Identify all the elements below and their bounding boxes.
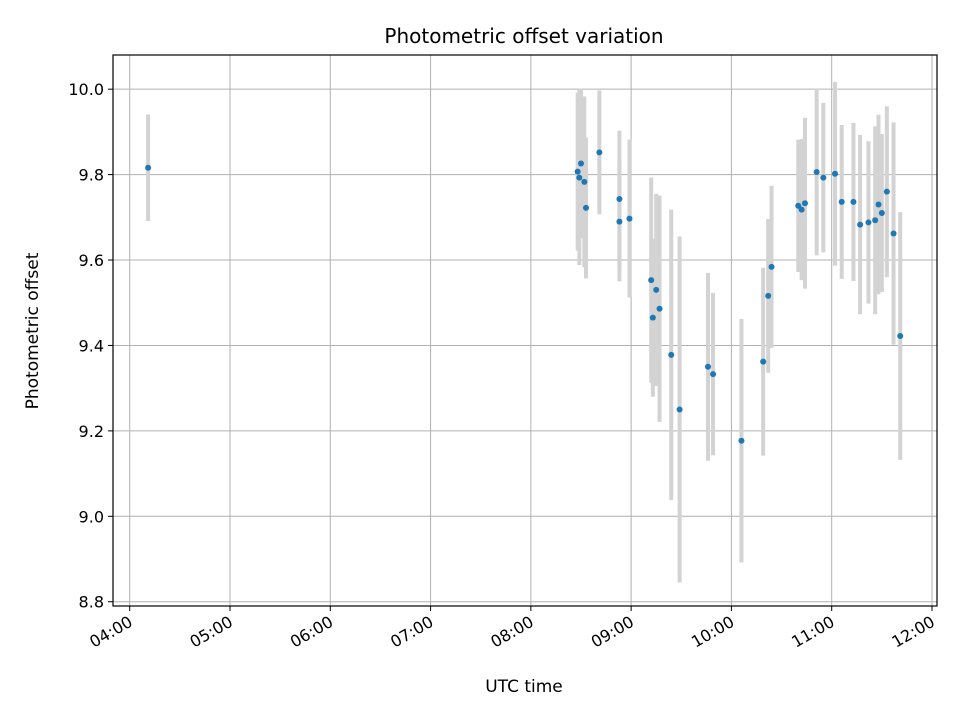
- data-point: [875, 201, 882, 208]
- x-axis-label: UTC time: [485, 677, 563, 697]
- data-point: [676, 406, 683, 413]
- data-point: [865, 219, 872, 226]
- data-point: [576, 174, 583, 181]
- data-point: [820, 174, 827, 181]
- data-point: [710, 371, 717, 378]
- data-point: [574, 168, 581, 175]
- data-point: [596, 149, 603, 156]
- data-point: [656, 305, 663, 312]
- data-point: [626, 215, 633, 222]
- data-point: [738, 437, 745, 444]
- data-point: [583, 204, 590, 211]
- data-point: [648, 277, 655, 284]
- y-tick-label: 8.8: [79, 593, 104, 612]
- data-point: [801, 200, 808, 207]
- data-point: [897, 333, 904, 340]
- data-point: [832, 170, 839, 177]
- data-point: [145, 164, 152, 171]
- plot-frame: [112, 54, 938, 607]
- data-point: [581, 178, 588, 185]
- y-tick-label: 9.8: [79, 166, 104, 185]
- data-point: [890, 230, 897, 237]
- grid: [113, 55, 937, 606]
- data-point: [668, 351, 675, 358]
- data-point: [768, 263, 775, 270]
- data-point: [577, 160, 584, 167]
- y-tick-label: 9.6: [79, 251, 104, 270]
- data-point: [872, 217, 879, 224]
- data-point: [850, 198, 857, 205]
- y-axis-ticks: 8.8 9.0 9.2 9.4 9.6 9.8 10.0: [68, 80, 113, 612]
- data-point: [760, 358, 767, 365]
- data-points: [145, 149, 904, 444]
- y-tick-label: 9.2: [79, 422, 104, 441]
- y-tick-label: 9.4: [79, 336, 104, 355]
- data-point: [653, 286, 660, 293]
- data-point: [649, 314, 656, 321]
- data-point: [813, 169, 820, 176]
- data-point: [838, 198, 845, 205]
- data-point: [765, 292, 772, 299]
- chart-title: Photometric offset variation: [384, 24, 663, 48]
- data-point: [616, 195, 623, 202]
- data-point: [616, 218, 623, 225]
- data-point: [878, 210, 885, 217]
- data-point: [705, 363, 712, 370]
- data-point: [798, 206, 805, 213]
- y-axis-label: Photometric offset: [23, 252, 43, 409]
- y-tick-label: 10.0: [68, 80, 104, 99]
- y-tick-label: 9.0: [79, 507, 104, 526]
- data-point: [883, 188, 890, 195]
- data-point: [857, 221, 864, 228]
